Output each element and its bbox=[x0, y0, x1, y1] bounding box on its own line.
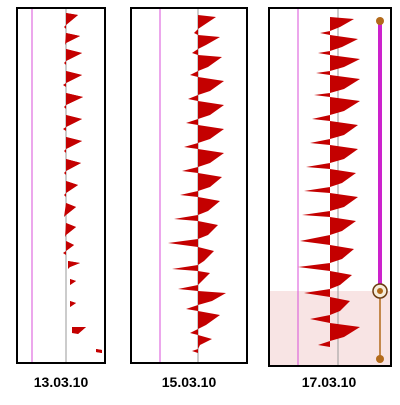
date-label-panel-2: 15.03.10 bbox=[161, 374, 217, 390]
panel-17-03-10 bbox=[268, 7, 392, 367]
trace bbox=[168, 15, 226, 353]
date-label-panel-1: 13.03.10 bbox=[33, 374, 89, 390]
panel-13-03-10 bbox=[16, 7, 106, 364]
slider-top-knob[interactable] bbox=[376, 17, 384, 25]
date-label-panel-3: 17.03.10 bbox=[301, 374, 357, 390]
slider-bottom-knob[interactable] bbox=[376, 355, 384, 363]
trace bbox=[298, 17, 360, 347]
chart-panel-2 bbox=[159, 9, 226, 362]
chart-panel-1 bbox=[31, 9, 102, 362]
chart-panel-3 bbox=[270, 9, 390, 365]
panel-15-03-10 bbox=[130, 7, 248, 364]
